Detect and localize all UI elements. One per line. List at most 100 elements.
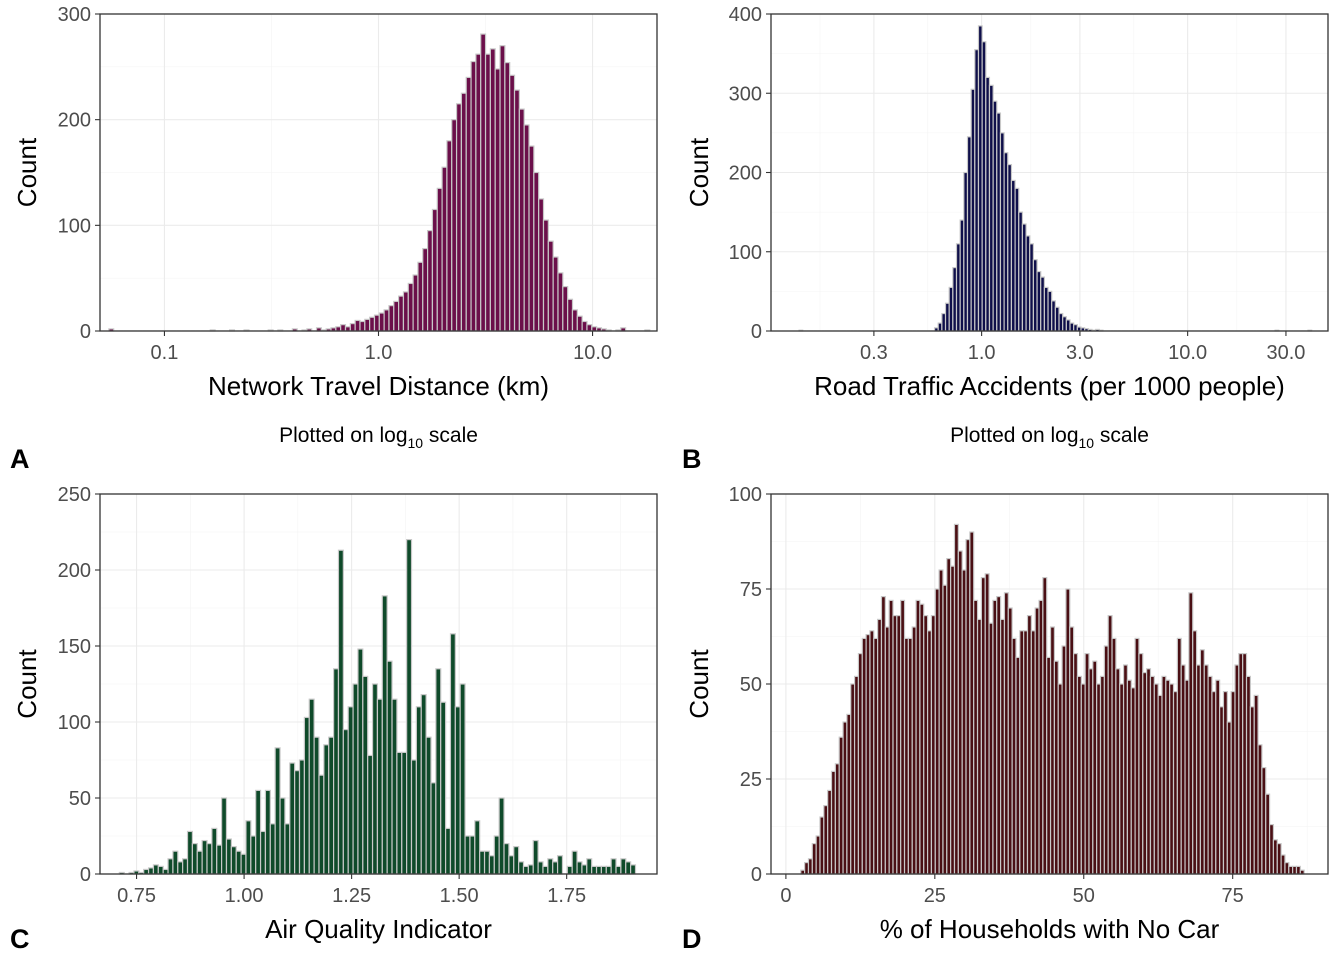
histogram-bar <box>191 842 198 875</box>
x-tick-label: 75 <box>1222 885 1244 907</box>
histogram-bar <box>401 751 408 875</box>
y-tick-label: 100 <box>729 484 762 506</box>
histogram-bar <box>420 694 427 875</box>
panel-label: A <box>10 444 30 474</box>
histogram-bar <box>451 119 458 332</box>
histogram-bar <box>581 864 588 875</box>
histogram-bar <box>480 33 487 332</box>
histogram-bar <box>605 865 612 875</box>
x-axis-title: Road Traffic Accidents (per 1000 people) <box>814 371 1285 401</box>
histogram-bar <box>211 827 218 875</box>
histogram-bar <box>157 865 164 875</box>
histogram-bar <box>522 865 529 875</box>
histogram-bar <box>303 716 310 875</box>
x-tick-label: 50 <box>1073 885 1095 907</box>
x-tick-label: 1.0 <box>968 342 996 364</box>
histogram-bar <box>359 320 366 332</box>
histogram-bar <box>459 683 466 875</box>
histogram-bar <box>571 850 578 875</box>
histogram-bar <box>259 830 267 875</box>
histogram-bar <box>513 89 520 332</box>
histogram-bar <box>469 835 476 875</box>
histogram-bar <box>503 842 510 875</box>
y-tick-label: 100 <box>729 242 762 264</box>
histogram-bar <box>381 595 388 875</box>
histogram-bar <box>586 324 593 332</box>
histogram-bar <box>440 701 447 875</box>
histogram-bar <box>542 865 549 875</box>
histogram-bar <box>508 855 515 875</box>
histogram-bar <box>391 698 398 875</box>
histogram-bar <box>354 319 361 332</box>
histogram-bar <box>441 166 448 332</box>
histogram-bar <box>342 728 349 875</box>
histogram-bar <box>410 759 417 875</box>
histogram-bar <box>504 62 511 332</box>
histogram-bar <box>284 823 291 875</box>
histogram-bar <box>431 208 438 332</box>
histogram-bar <box>518 108 525 332</box>
histogram-bar <box>454 706 461 875</box>
y-axis-title: Count <box>12 649 42 719</box>
y-tick-label: 75 <box>740 579 762 601</box>
x-tick-label: 0.3 <box>860 342 888 364</box>
histogram-bar <box>393 300 400 332</box>
histogram-bar <box>435 668 442 875</box>
histogram-bar <box>347 706 354 875</box>
histogram-bar <box>352 683 359 875</box>
histogram-bar <box>586 858 593 875</box>
histogram-bar <box>600 865 607 875</box>
panel-label: B <box>682 444 702 474</box>
histogram-bar <box>625 861 632 875</box>
x-tick-label: 1.0 <box>365 342 393 364</box>
y-axis-title: Count <box>684 649 714 719</box>
histogram-bar <box>240 853 247 875</box>
histogram-bar <box>289 762 296 875</box>
caption-tail: scale <box>423 424 478 447</box>
histogram-bar <box>369 316 376 332</box>
y-axis-title: Count <box>684 137 714 207</box>
histogram-bar <box>567 298 574 332</box>
y-tick-label: 100 <box>58 712 91 734</box>
y-tick-label: 200 <box>729 163 762 185</box>
histogram-bar <box>533 171 540 332</box>
histogram-bar <box>279 797 286 875</box>
histogram-bar <box>493 835 500 875</box>
x-axis-title: Network Travel Distance (km) <box>208 371 549 401</box>
histogram-bar <box>460 92 467 332</box>
histogram-bar <box>425 736 432 875</box>
y-tick-label: 200 <box>58 560 91 582</box>
y-tick-label: 0 <box>751 864 762 886</box>
x-tick-label: 1.00 <box>225 885 264 907</box>
y-tick-label: 250 <box>58 484 91 506</box>
y-tick-label: 0 <box>80 864 91 886</box>
histogram-bar <box>364 318 371 332</box>
bars <box>118 538 637 875</box>
histogram-bar <box>376 698 383 875</box>
histogram-bar <box>542 219 549 332</box>
histogram-bar <box>167 858 174 875</box>
histogram-bar <box>479 850 486 875</box>
histogram-bar <box>143 868 150 875</box>
histogram-bar <box>357 648 364 875</box>
y-tick-label: 25 <box>740 769 762 791</box>
histogram-bar <box>313 736 320 875</box>
histogram-bar <box>367 754 374 875</box>
histogram-bar <box>470 60 477 332</box>
histogram-bar <box>196 850 203 875</box>
x-axis-title: Air Quality Indicator <box>265 914 492 944</box>
caption-text: Plotted on log <box>279 424 407 447</box>
histogram-bar <box>264 789 271 875</box>
histogram-bar <box>245 820 252 875</box>
histogram-bar <box>396 751 403 875</box>
histogram-bar <box>323 744 330 875</box>
histogram-bar <box>518 861 525 875</box>
histogram-bar <box>547 858 554 875</box>
histogram-bar <box>465 76 472 332</box>
histogram-bar <box>415 706 422 875</box>
histogram-bar <box>581 320 588 332</box>
x-tick-label: 3.0 <box>1066 342 1094 364</box>
histogram-bar <box>386 660 393 875</box>
